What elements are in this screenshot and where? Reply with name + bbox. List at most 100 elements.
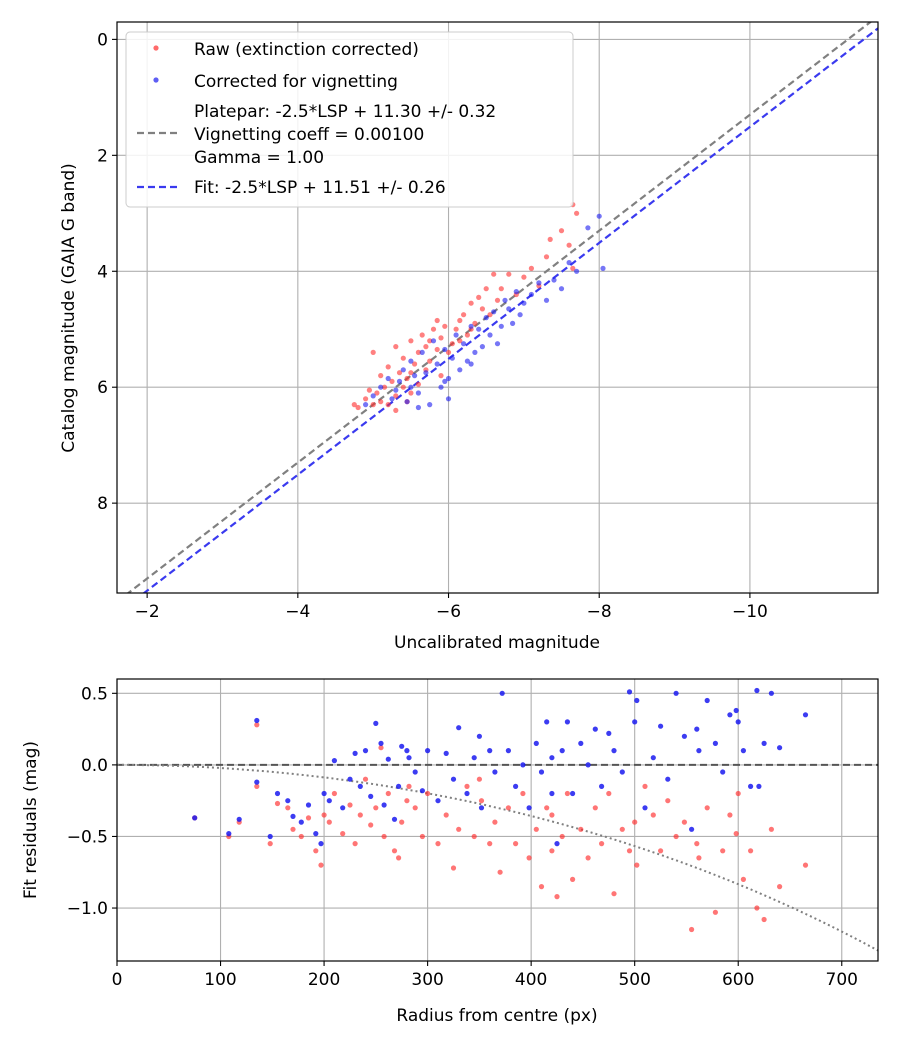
x-tick-label: 300 <box>411 970 443 990</box>
raw-point <box>564 790 571 797</box>
corrected-point <box>370 393 376 399</box>
raw-point <box>566 242 572 248</box>
raw-point <box>351 402 357 408</box>
raw-point <box>574 210 580 216</box>
corrected-point <box>478 805 485 811</box>
raw-point <box>412 805 418 811</box>
raw-point <box>543 254 550 260</box>
top-y-ticks: 0 2 4 6 8 <box>97 30 117 514</box>
raw-point <box>492 819 498 825</box>
corrected-point <box>326 798 332 804</box>
raw-point <box>712 909 719 915</box>
raw-point <box>468 300 474 306</box>
raw-point <box>456 826 462 832</box>
raw-point <box>665 798 671 804</box>
raw-point <box>254 783 260 790</box>
raw-point <box>533 826 539 832</box>
corrected-point <box>712 740 719 747</box>
corrected-point <box>761 740 767 747</box>
raw-point <box>290 826 296 832</box>
vignetting-model-curve <box>117 763 878 952</box>
corrected-point <box>513 783 519 790</box>
corrected-point <box>632 719 638 725</box>
x-tick-label: −4 <box>285 602 310 622</box>
raw-point <box>408 370 414 376</box>
corrected-point <box>226 831 232 837</box>
raw-point <box>408 390 414 396</box>
raw-point <box>611 891 617 897</box>
raw-point <box>427 338 433 344</box>
corrected-point <box>665 776 671 782</box>
raw-point <box>642 783 648 790</box>
raw-point <box>735 790 741 797</box>
raw-point <box>578 826 584 832</box>
corrected-point <box>634 697 640 704</box>
raw-point <box>355 404 361 411</box>
x-tick-label: 700 <box>826 970 858 990</box>
raw-point <box>681 819 688 825</box>
corrected-point <box>559 748 565 754</box>
raw-point <box>526 855 532 861</box>
raw-point <box>443 812 449 818</box>
raw-point <box>363 396 369 402</box>
corrected-point <box>362 748 369 754</box>
raw-point <box>425 790 431 797</box>
corrected-point <box>544 719 550 725</box>
raw-point <box>267 841 273 847</box>
raw-point <box>370 349 376 355</box>
x-tick-label: −2 <box>135 602 160 622</box>
raw-point <box>777 884 783 890</box>
raw-point <box>399 819 405 825</box>
raw-point <box>430 326 437 332</box>
corrected-point <box>498 323 504 329</box>
corrected-point <box>347 776 353 782</box>
raw-point <box>370 402 376 408</box>
corrected-point <box>419 349 425 355</box>
raw-point <box>754 905 760 911</box>
raw-point <box>362 776 369 782</box>
raw-point <box>748 848 754 854</box>
corrected-point <box>740 748 747 754</box>
corrected-point <box>385 756 391 762</box>
corrected-point <box>396 378 403 384</box>
raw-point <box>285 805 291 811</box>
x-tick-label: −10 <box>732 602 768 622</box>
raw-point <box>373 805 379 811</box>
raw-point <box>498 286 504 292</box>
legend-raw-label: Raw (extinction corrected) <box>194 40 419 60</box>
corrected-point <box>363 402 369 408</box>
raw-point <box>404 375 410 382</box>
raw-point <box>471 833 477 840</box>
corrected-point <box>453 332 459 338</box>
raw-point <box>549 812 555 818</box>
corrected-point <box>412 769 418 775</box>
raw-point <box>476 294 482 300</box>
corrected-point <box>313 831 319 837</box>
raw-point <box>274 800 281 807</box>
raw-point <box>391 848 398 854</box>
raw-point <box>404 798 410 804</box>
corrected-point <box>599 783 605 790</box>
raw-point <box>464 783 470 790</box>
x-tick-label: 500 <box>618 970 650 990</box>
corrected-point <box>566 260 572 266</box>
corrected-point <box>408 384 414 390</box>
legend-fit-label: Fit: -2.5*LSP + 11.51 +/- 0.26 <box>194 178 446 198</box>
corrected-point <box>549 790 555 797</box>
corrected-point <box>517 312 523 318</box>
corrected-point <box>619 769 625 775</box>
corrected-point <box>564 719 571 725</box>
raw-point <box>570 876 576 883</box>
raw-point <box>445 349 452 355</box>
corrected-point <box>499 690 505 696</box>
corrected-point <box>735 719 741 725</box>
corrected-point <box>391 816 398 822</box>
corrected-point <box>381 802 387 808</box>
corrected-point <box>464 790 470 797</box>
corrected-point <box>578 740 584 747</box>
y-tick-label: 0.0 <box>81 756 108 776</box>
corrected-point <box>393 387 399 393</box>
corrected-point <box>756 783 762 790</box>
raw-point <box>768 826 775 832</box>
